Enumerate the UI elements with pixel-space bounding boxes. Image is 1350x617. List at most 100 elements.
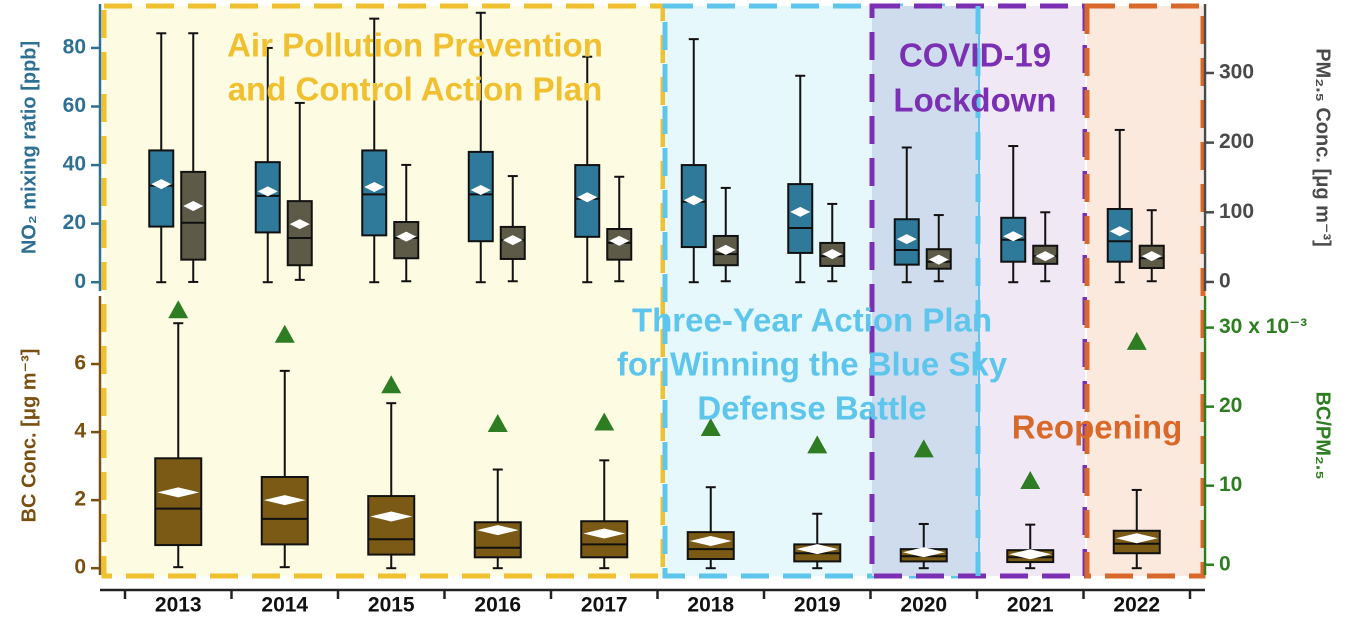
y-tick-label: 200	[1219, 130, 1254, 153]
mean-marker	[263, 495, 306, 506]
box-plot	[686, 486, 735, 570]
ratio-marker	[700, 417, 721, 436]
mean-marker	[470, 184, 491, 195]
mean-marker	[928, 254, 949, 265]
box	[680, 164, 707, 249]
ratio-marker	[168, 300, 189, 319]
box-plot	[712, 186, 739, 283]
y-tick-label: 0	[74, 270, 86, 293]
box-plot	[154, 322, 203, 569]
annotation: Reopening	[1012, 409, 1183, 446]
mean-marker	[715, 244, 736, 255]
mean-marker	[1003, 231, 1024, 242]
mean-marker	[257, 186, 278, 197]
mean-marker	[583, 528, 626, 539]
mean-marker	[689, 535, 732, 546]
box	[467, 150, 494, 243]
annotation: Air Pollution Prevention	[227, 27, 603, 64]
box-plot	[793, 512, 842, 570]
period-backgrounds	[101, 3, 1206, 579]
x-tick-label: 2014	[261, 594, 308, 617]
y-tick-label: 0	[1219, 552, 1231, 575]
x-tick-label: 2018	[687, 594, 734, 617]
x-tick-label: 2016	[474, 594, 521, 617]
box	[260, 476, 309, 546]
box-plot	[680, 38, 707, 284]
box	[580, 520, 629, 559]
box-plot	[1032, 211, 1059, 283]
box-plot	[1000, 145, 1027, 284]
box-plot	[787, 74, 814, 284]
box-plot	[580, 459, 629, 570]
y-tick-label: 30 x 10⁻³	[1219, 315, 1307, 338]
y-tick-label: 40	[63, 153, 86, 176]
box-plot	[606, 175, 633, 283]
box-plot	[467, 11, 494, 284]
mean-marker	[683, 195, 704, 206]
box-plot	[254, 46, 281, 284]
x-tick-label: 2021	[1007, 594, 1054, 617]
ratio-marker	[274, 324, 295, 343]
period-region	[872, 6, 978, 576]
ratio-marker	[381, 375, 402, 394]
mean-marker	[822, 249, 843, 260]
x-tick-label: 2022	[1113, 594, 1160, 617]
box-plot	[361, 17, 388, 284]
box	[787, 183, 814, 254]
mean-marker	[902, 547, 945, 558]
ratio-marker	[913, 439, 934, 458]
box-plot	[1112, 488, 1161, 570]
mean-marker	[790, 206, 811, 217]
x-tick-label: 2019	[794, 594, 841, 617]
box-plot	[574, 55, 601, 284]
axis-title: BC/PM₂.₅	[1312, 391, 1334, 479]
y-tick-label: 4	[74, 420, 86, 443]
y-tick-label: 2	[74, 488, 86, 511]
mean-marker	[157, 487, 200, 498]
x-tick-label: 2017	[581, 594, 628, 617]
mean-marker	[577, 192, 598, 203]
mean-marker	[151, 179, 172, 190]
annotation: Lockdown	[893, 82, 1056, 119]
mean-marker	[502, 235, 523, 246]
mean-marker	[370, 511, 413, 522]
box-plot	[899, 522, 948, 570]
y-tick-label: 100	[1219, 200, 1254, 223]
y-tick-label: 60	[63, 94, 86, 117]
y-tick-label: 0	[1219, 269, 1231, 292]
ratio-marker	[807, 435, 828, 454]
y-tick-label: 300	[1219, 61, 1254, 84]
mean-marker	[364, 182, 385, 193]
box	[286, 200, 313, 267]
box-plot	[473, 468, 522, 570]
box-plot	[893, 146, 920, 284]
annotation: Three-Year Action Plan	[632, 302, 992, 339]
mean-marker	[896, 234, 917, 245]
x-tick-label: 2015	[368, 594, 415, 617]
box-plot	[1006, 523, 1055, 570]
axis-title: PM₂.₅ Conc. [μg m⁻³]	[1312, 48, 1334, 247]
box-plot	[819, 202, 846, 283]
mean-marker	[1009, 549, 1052, 560]
box-plot	[925, 214, 952, 283]
mean-marker	[609, 235, 630, 246]
mean-marker	[1035, 251, 1056, 262]
box-plot	[148, 32, 175, 284]
period-region	[1084, 3, 1206, 579]
box-plot	[286, 101, 313, 281]
y-tick-label: 0	[74, 556, 86, 579]
box	[154, 457, 203, 547]
y-tick-label: 10	[1219, 473, 1242, 496]
mean-marker	[396, 231, 417, 242]
box-plot	[260, 369, 309, 569]
annotation: for Winning the Blue Sky	[617, 346, 1008, 383]
mean-marker	[1141, 251, 1162, 262]
box	[254, 161, 281, 234]
annotation: Defense Battle	[697, 390, 926, 427]
box-plot	[180, 32, 207, 283]
box	[180, 170, 207, 261]
mean-marker	[289, 219, 310, 230]
box-plot	[1138, 209, 1165, 283]
ratio-marker	[594, 412, 615, 431]
